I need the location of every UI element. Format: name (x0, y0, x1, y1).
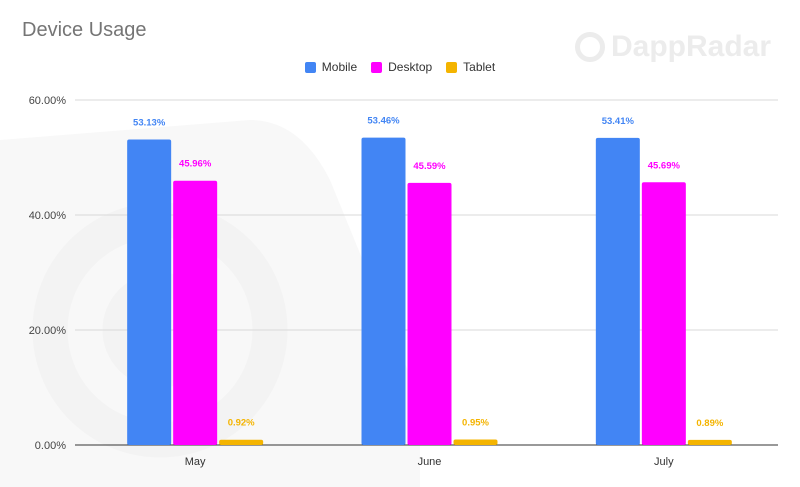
legend: Mobile Desktop Tablet (0, 60, 800, 74)
legend-item-tablet: Tablet (446, 60, 495, 74)
y-tick-label: 0.00% (35, 440, 66, 452)
legend-item-mobile: Mobile (304, 60, 358, 74)
data-label: 45.69% (648, 160, 681, 171)
data-label: 45.59% (413, 161, 446, 172)
bar-desktop (407, 182, 452, 446)
y-tick-label: 20.00% (29, 325, 67, 337)
bar-tablet (687, 439, 732, 445)
data-label: 45.96% (179, 159, 212, 170)
dappradar-logo-icon (575, 32, 605, 62)
bar-tablet (219, 439, 264, 445)
bar-tablet (453, 439, 498, 445)
bar-mobile (361, 137, 406, 446)
bar-mobile (127, 139, 172, 445)
data-label: 53.46% (367, 116, 400, 127)
y-tick-label: 40.00% (29, 210, 67, 222)
x-tick-label: May (185, 456, 206, 468)
legend-swatch-desktop (371, 61, 383, 73)
data-label: 53.13% (133, 118, 166, 129)
legend-swatch-tablet (446, 61, 458, 73)
y-tick-label: 60.00% (29, 95, 67, 107)
x-tick-label: June (418, 456, 442, 468)
data-label: 0.95% (462, 418, 489, 429)
bar-mobile (595, 137, 640, 445)
legend-swatch-mobile (304, 61, 316, 73)
watermark-logo: DappRadar (575, 30, 771, 64)
data-label: 53.41% (602, 116, 635, 127)
chart-title: Device Usage (22, 19, 147, 41)
bar-desktop (641, 182, 686, 445)
legend-label: Mobile (321, 60, 358, 74)
bar-desktop (173, 180, 218, 446)
x-tick-label: July (654, 456, 674, 468)
legend-label: Desktop (388, 60, 433, 74)
data-label: 0.89% (696, 418, 723, 429)
legend-label: Tablet (463, 60, 496, 74)
legend-item-desktop: Desktop (371, 60, 432, 74)
data-label: 0.92% (228, 418, 255, 429)
watermark-text: DappRadar (611, 30, 772, 63)
